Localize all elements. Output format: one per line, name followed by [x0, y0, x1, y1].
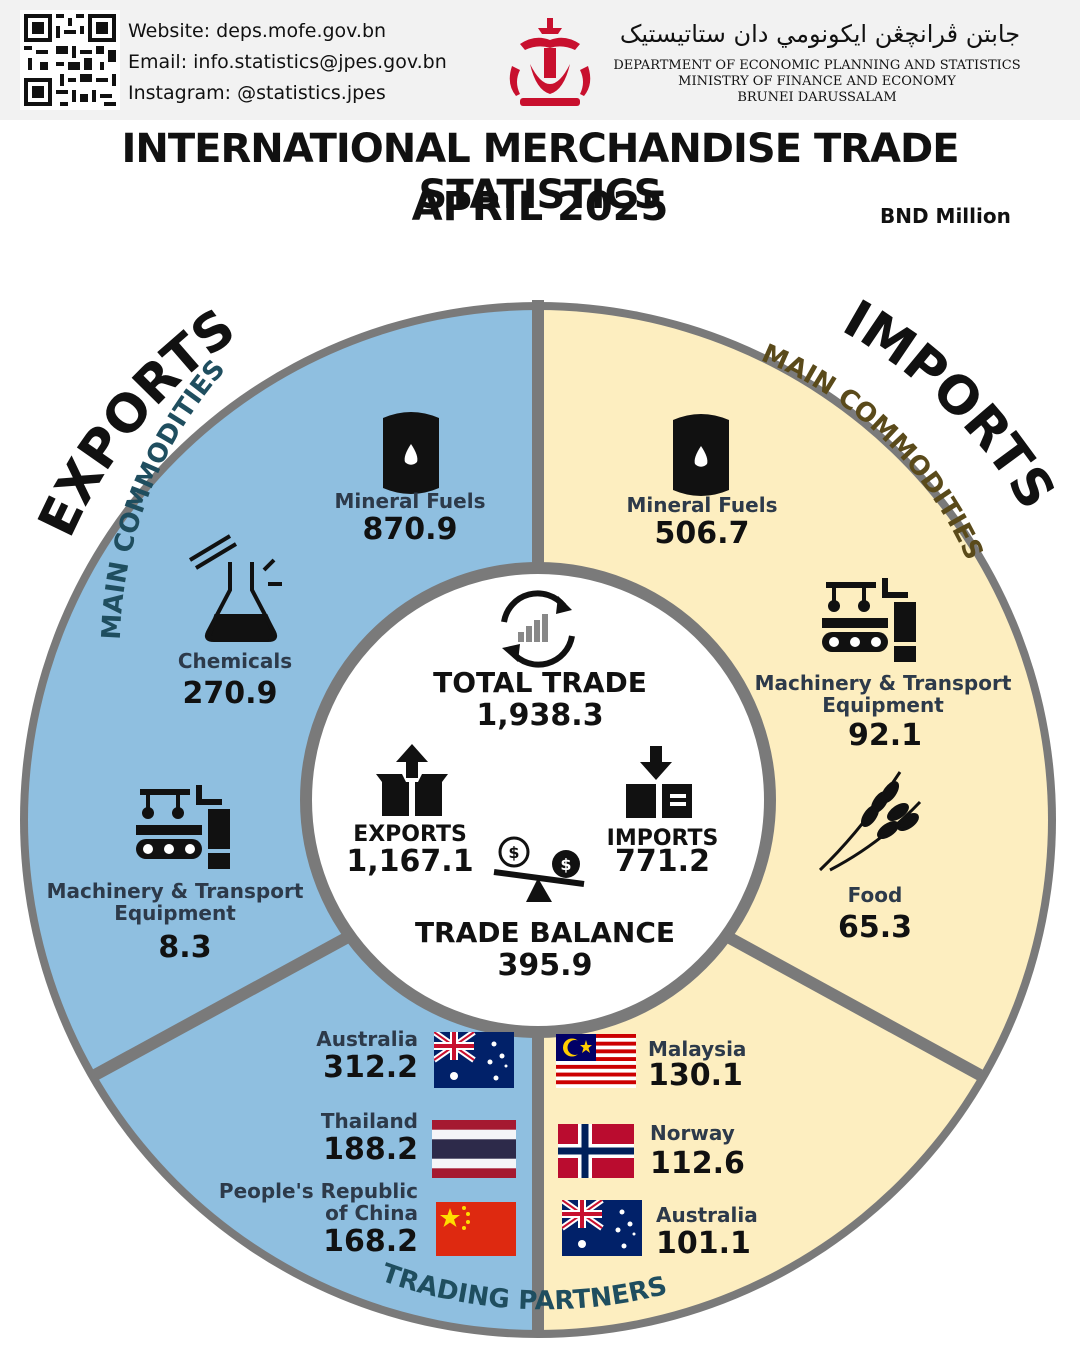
trade-balance-label: TRADE BALANCE	[414, 916, 676, 949]
ministry-name: MINISTRY OF FINANCE AND ECONOMY	[678, 74, 956, 89]
imports-summary-value: 771.2	[615, 844, 710, 879]
import-partner-label-2: Australia	[656, 1203, 758, 1227]
export-partner-label-2: People's Republic of China	[218, 1179, 418, 1225]
import-box-icon	[626, 746, 692, 818]
svg-text:$: $	[508, 843, 519, 862]
import-partner-value-0: 130.1	[648, 1058, 743, 1093]
china-flag-icon	[436, 1202, 516, 1256]
import-partners-divider	[703, 919, 983, 1081]
export-partner-value-1: 188.2	[323, 1132, 418, 1167]
exports-summary-label: EXPORTS	[353, 822, 467, 847]
email-link[interactable]: Email: info.statistics@jpes.gov.bn	[128, 51, 447, 73]
qr-code-icon	[20, 10, 120, 110]
instagram-link[interactable]: Instagram: @statistics.jpes	[128, 82, 386, 104]
export-commodity-value-0: 870.9	[362, 512, 458, 547]
department-name: DEPARTMENT OF ECONOMIC PLANNING AND STAT…	[613, 58, 1021, 73]
import-partner-label-0: Malaysia	[648, 1037, 747, 1061]
export-commodity-label-1: Chemicals	[177, 649, 293, 673]
period-title: APRIL 2025	[411, 184, 669, 230]
exports-half	[28, 310, 538, 1330]
svg-text:$: $	[560, 855, 571, 874]
export-partner-label-0: Australia	[316, 1027, 418, 1051]
total-trade-value: 1,938.3	[476, 698, 604, 733]
thailand-flag-icon	[432, 1120, 516, 1178]
import-partner-label-1: Norway	[650, 1121, 735, 1145]
jawi-department-name: جابتن ڤرانچڠن ايکونومي دان ستاتيستيک	[619, 20, 1021, 48]
import-commodity-value-1: 92.1	[847, 718, 923, 753]
import-partner-value-2: 101.1	[656, 1226, 751, 1261]
oil-barrel-icon	[383, 412, 439, 494]
country-name: BRUNEI DARUSSALAM	[737, 90, 897, 105]
export-commodity-value-1: 270.9	[182, 676, 278, 711]
page-title: INTERNATIONAL MERCHANDISE TRADE STATISTI…	[121, 126, 959, 218]
trade-cycle-icon	[501, 590, 575, 668]
exports-summary-value: 1,167.1	[346, 844, 474, 879]
malaysia-flag-icon	[556, 1034, 636, 1088]
trade-balance-value: 395.9	[497, 948, 593, 983]
unit-label: BND Million	[880, 204, 1011, 228]
contact-info: Website: deps.mofe.gov.bn Email: info.st…	[128, 16, 447, 109]
header-bar: Website: deps.mofe.gov.bn Email: info.st…	[0, 0, 1080, 120]
imports-half	[538, 310, 1048, 1330]
import-commodity-label-0: Mineral Fuels	[626, 493, 778, 517]
import-partner-value-1: 112.6	[650, 1146, 745, 1181]
export-partner-label-1: Thailand	[320, 1109, 418, 1133]
export-box-icon	[376, 744, 448, 816]
import-commodity-label-1: Machinery & Transport Equipment	[754, 671, 1012, 717]
brunei-crest-icon	[509, 18, 591, 106]
total-trade-label: TOTAL TRADE	[433, 666, 647, 699]
export-commodity-value-2: 8.3	[158, 930, 212, 965]
website-link[interactable]: Website: deps.mofe.gov.bn	[128, 20, 387, 42]
center-circle	[300, 562, 776, 1038]
import-commodity-value-0: 506.7	[654, 516, 750, 551]
export-commodity-label-2: Machinery & Transport Equipment	[46, 879, 304, 925]
export-partner-value-0: 312.2	[323, 1050, 418, 1085]
import-commodity-value-2: 65.3	[837, 910, 913, 945]
wheat-icon	[818, 771, 922, 872]
export-commodity-label-0: Mineral Fuels	[334, 489, 486, 513]
norway-flag-icon	[558, 1124, 634, 1178]
export-partners-divider	[92, 919, 373, 1081]
flask-icon	[188, 534, 282, 642]
machinery-icon	[822, 578, 916, 662]
import-commodity-label-2: Food	[847, 883, 903, 907]
australia-flag-icon	[562, 1200, 642, 1256]
export-partner-value-2: 168.2	[323, 1224, 418, 1259]
oil-barrel-icon	[673, 414, 729, 496]
imports-summary-label: IMPORTS	[606, 826, 719, 851]
department-block: DEPARTMENT OF ECONOMIC PLANNING AND STAT…	[610, 58, 1024, 106]
australia-flag-icon	[434, 1032, 514, 1088]
balance-scale-icon: $ $	[493, 836, 585, 902]
machinery-icon	[136, 785, 230, 869]
